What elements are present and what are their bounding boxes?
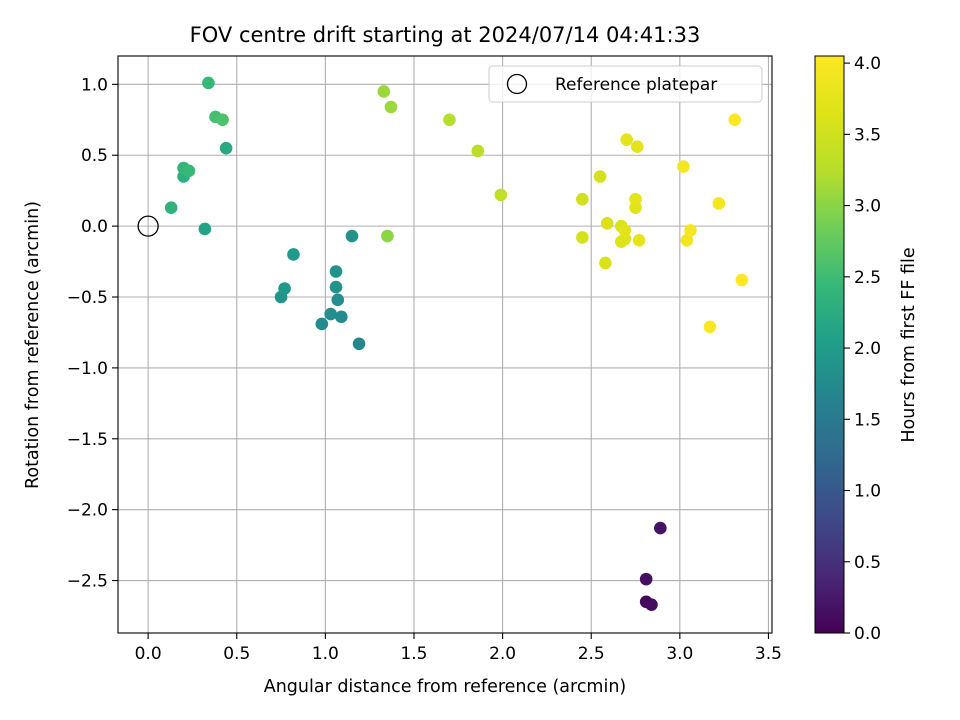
data-point	[703, 320, 717, 334]
data-point	[631, 140, 644, 154]
chart-title: FOV centre drift starting at 2024/07/14 …	[190, 23, 701, 47]
data-point	[335, 310, 348, 324]
data-point	[278, 282, 291, 295]
colorbar-tick-label: 0.5	[854, 553, 881, 573]
data-point	[735, 273, 749, 287]
colorbar-tick-label: 0.0	[854, 624, 881, 644]
x-tick-label: 2.0	[489, 644, 516, 664]
data-point	[599, 256, 612, 270]
y-tick-label: −1.5	[67, 430, 108, 450]
data-point	[618, 224, 632, 237]
colorbar-tick-label: 3.0	[854, 197, 881, 217]
x-tick-label: 3.0	[666, 644, 693, 664]
data-point	[377, 85, 391, 98]
y-tick-label: 0.5	[81, 146, 108, 166]
y-tick-label: 1.0	[81, 75, 108, 95]
data-point	[329, 265, 343, 278]
data-point	[198, 222, 212, 236]
data-point	[471, 144, 485, 158]
data-point	[324, 307, 337, 321]
colorbar-tick-label: 4.0	[854, 54, 881, 74]
x-tick-label: 2.5	[578, 644, 605, 664]
data-point	[287, 248, 300, 261]
data-point	[728, 113, 742, 127]
x-axis-label: Angular distance from reference (arcmin)	[264, 677, 627, 697]
reference-marker	[137, 215, 159, 237]
data-point	[620, 133, 633, 146]
data-point	[182, 164, 196, 178]
data-point	[329, 280, 343, 294]
data-point	[219, 141, 233, 155]
data-point	[600, 216, 614, 230]
y-axis: 1.0 0.5 0.0 −0.5 −1.0 −1.5 −2.0 −2.5	[67, 75, 118, 592]
colorbar-tick-label: 3.5	[854, 125, 881, 145]
data-point	[202, 76, 215, 90]
x-tick-label: 0.0	[135, 644, 162, 664]
data-point	[384, 100, 398, 114]
y-tick-label: −0.5	[67, 288, 108, 308]
data-point	[576, 231, 589, 244]
data-point	[315, 317, 329, 331]
legend-label: Reference platepar	[555, 75, 717, 95]
x-axis: 0.0 0.5 1.0 1.5 2.0 2.5 3.0 3.5	[135, 633, 782, 664]
colorbar-tick-label: 2.5	[854, 268, 881, 288]
colorbar-gradient	[814, 55, 845, 634]
legend-box	[488, 65, 763, 103]
colorbar-tick-label: 2.0	[854, 339, 881, 359]
y-axis-label: Rotation from reference (arcmin)	[23, 201, 43, 489]
data-point	[632, 233, 646, 247]
colorbar-tick-label: 1.5	[854, 410, 881, 430]
legend: Reference platepar	[488, 65, 763, 103]
data-point	[654, 521, 667, 535]
data-point	[677, 160, 690, 173]
data-point	[639, 572, 653, 586]
y-tick-label: −2.5	[67, 572, 108, 592]
data-point	[629, 192, 642, 206]
data-point	[352, 337, 366, 351]
plot-frame	[117, 55, 773, 634]
data-point	[164, 201, 178, 214]
data-point	[443, 113, 456, 127]
data-point	[381, 229, 394, 243]
data-point	[494, 188, 508, 202]
data-point	[216, 113, 229, 127]
x-tick-label: 1.5	[400, 644, 427, 664]
x-tick-label: 0.5	[223, 644, 250, 664]
data-point	[331, 293, 345, 307]
data-point	[645, 598, 658, 611]
y-tick-label: 0.0	[81, 217, 108, 237]
x-tick-label: 3.5	[755, 644, 782, 664]
data-point	[593, 170, 607, 183]
legend-reference-marker	[506, 73, 528, 95]
y-tick-label: −2.0	[67, 501, 108, 521]
data-point	[576, 192, 589, 206]
data-point	[712, 197, 726, 210]
colorbar: 0.0 0.5 1.0 1.5 2.0 2.5 3.0 3.5 4.0 Hours from f…	[814, 54, 919, 644]
y-tick-label: −1.0	[67, 359, 108, 379]
colorbar-label: Hours from first FF file	[899, 247, 919, 442]
data-points	[164, 76, 749, 611]
data-point	[680, 233, 694, 247]
data-point	[345, 229, 359, 243]
reference-point-marker	[137, 215, 159, 237]
colorbar-tick-label: 1.0	[854, 482, 881, 502]
grid	[118, 56, 772, 633]
colorbar-ticks: 0.0 0.5 1.0 1.5 2.0 2.5 3.0 3.5 4.0	[844, 54, 881, 644]
data-point	[684, 224, 697, 237]
x-tick-label: 1.0	[312, 644, 339, 664]
